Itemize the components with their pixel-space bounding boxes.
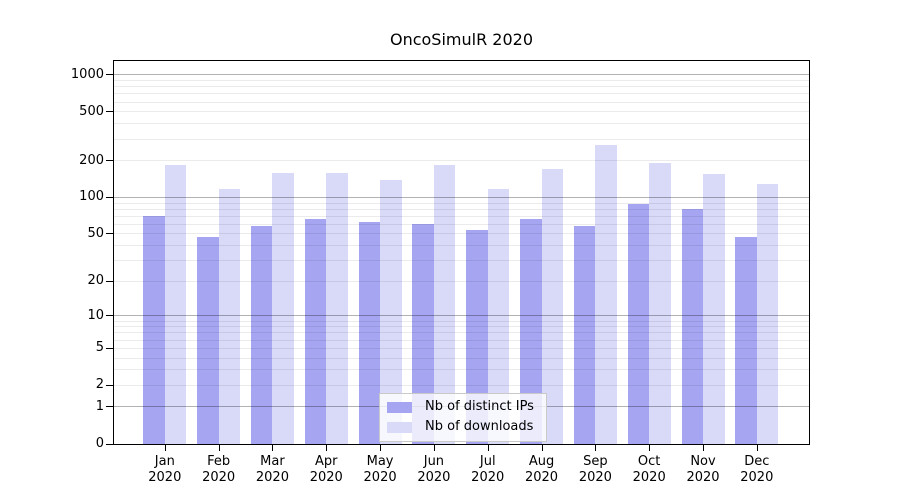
bar-jul-distinct-ips <box>466 229 488 444</box>
legend-label-downloads: Nb of downloads <box>425 419 534 434</box>
plot-area: Nb of distinct IPs Nb of downloads 0 1 2 5 1… <box>71 60 810 485</box>
y-tick-label: 100 <box>79 189 104 205</box>
y-tick-label: 0 <box>95 436 104 451</box>
y-tick-label: 200 <box>79 152 104 168</box>
x-tick-label-aug: Aug 2020 <box>524 454 559 485</box>
y-tick-mark <box>106 280 113 282</box>
x-tick-mark <box>272 445 274 451</box>
bar-oct-downloads <box>649 162 671 444</box>
y-tick-mark <box>106 347 113 349</box>
x-tick-label-jul: Jul 2020 <box>471 454 505 485</box>
chart-title: OncoSimulR 2020 <box>389 30 533 49</box>
y-tick-mark <box>106 160 113 162</box>
x-tick-mark <box>541 445 543 451</box>
bar-dec-distinct-ips <box>735 237 757 444</box>
x-tick-mark <box>649 445 651 451</box>
x-tick-label-dec: Dec 2020 <box>740 454 774 485</box>
bar-dec-downloads <box>756 184 779 444</box>
x-tick-label-jun: Jun 2020 <box>417 454 451 485</box>
y-tick-mark <box>106 406 113 408</box>
legend: Nb of distinct IPs Nb of downloads <box>379 393 547 442</box>
y-tick-label: 500 <box>79 103 104 119</box>
y-tick-mark <box>106 111 113 113</box>
bar-aug-downloads <box>541 169 564 444</box>
bar-nov-downloads <box>703 173 725 444</box>
bar-sep-downloads <box>595 145 617 444</box>
x-tick-label-oct: Oct 2020 <box>632 454 666 485</box>
y-tick-mark <box>106 233 113 235</box>
bar-mar-downloads <box>272 172 294 444</box>
x-tick-mark <box>164 445 166 451</box>
bar-may-downloads <box>380 180 402 444</box>
bar-mar-distinct-ips <box>250 226 273 444</box>
y-tick-label: 10 <box>87 307 104 323</box>
y-tick-label: 5 <box>95 340 104 356</box>
bar-may-distinct-ips <box>358 221 381 444</box>
legend-label-distinct-ips: Nb of distinct IPs <box>425 399 534 414</box>
x-tick-mark <box>487 445 489 451</box>
legend-swatch-downloads <box>387 421 412 433</box>
x-tick-mark <box>595 445 597 451</box>
x-tick-mark <box>218 445 220 451</box>
x-tick-label-sep: Sep 2020 <box>578 454 612 485</box>
bar-apr-downloads <box>326 172 348 444</box>
bars-layer <box>114 61 809 444</box>
bar-jun-distinct-ips <box>412 224 434 444</box>
bar-sep-distinct-ips <box>573 226 596 444</box>
y-tick-label: 1 <box>95 398 104 414</box>
x-tick-label-may: May 2020 <box>363 454 397 485</box>
bar-feb-distinct-ips <box>197 237 219 444</box>
bar-nov-distinct-ips <box>681 209 703 444</box>
x-tick-mark <box>703 445 704 451</box>
bar-oct-distinct-ips <box>627 204 650 444</box>
bar-aug-distinct-ips <box>520 219 542 444</box>
y-tick-mark <box>106 74 113 76</box>
y-tick-label: 50 <box>87 225 104 241</box>
y-tick-mark <box>106 196 113 198</box>
x-tick-mark <box>326 445 328 451</box>
bar-jul-downloads <box>487 189 510 444</box>
legend-swatch-distinct-ips <box>387 401 412 413</box>
y-tick-mark <box>106 384 113 386</box>
x-tick-label-apr: Apr 2020 <box>309 454 343 485</box>
x-tick-label-mar: Mar 2020 <box>255 454 289 485</box>
y-tick-label: 1000 <box>70 66 104 82</box>
x-tick-mark <box>756 445 758 451</box>
y-tick-label: 20 <box>87 273 104 289</box>
bar-apr-distinct-ips <box>304 218 327 444</box>
bar-jan-downloads <box>164 164 187 444</box>
bar-jan-distinct-ips <box>143 216 165 444</box>
bar-jun-downloads <box>433 164 456 444</box>
y-tick-mark <box>106 443 113 445</box>
y-tick-mark <box>106 315 113 317</box>
x-tick-mark <box>380 445 382 451</box>
x-tick-label-feb: Feb 2020 <box>202 454 236 485</box>
bar-feb-downloads <box>218 189 241 444</box>
legend-item-distinct-ips: Nb of distinct IPs <box>387 399 538 415</box>
x-tick-label-jan: Jan 2020 <box>148 454 182 485</box>
y-tick-label: 2 <box>95 377 104 393</box>
x-tick-label-nov: Nov 2020 <box>686 454 720 485</box>
x-tick-mark <box>433 445 435 451</box>
legend-item-downloads: Nb of downloads <box>387 419 538 435</box>
